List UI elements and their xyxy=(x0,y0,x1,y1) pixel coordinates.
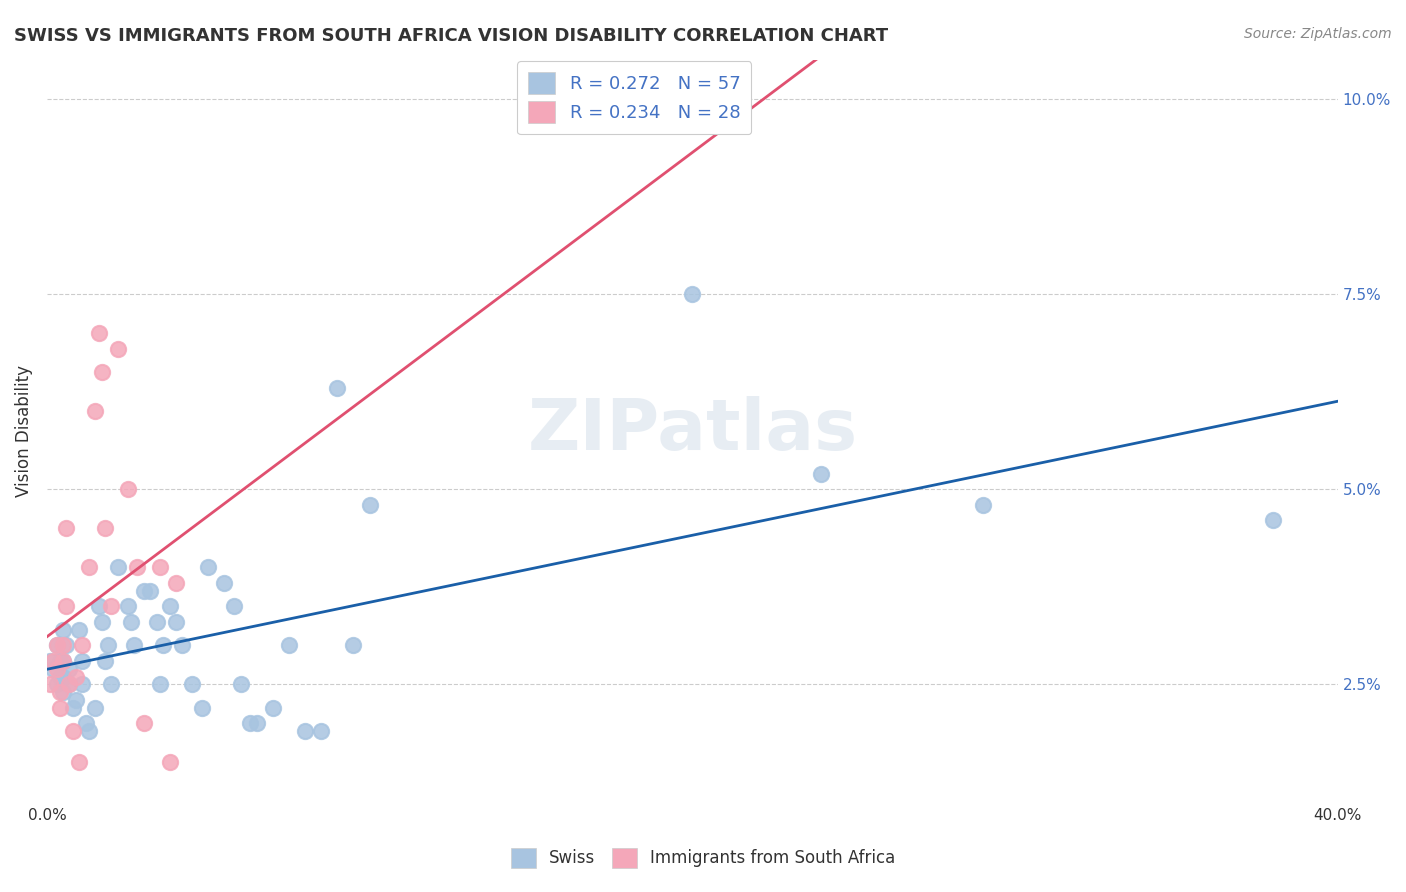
Point xyxy=(239,716,262,731)
Point xyxy=(145,615,167,629)
Point xyxy=(172,638,194,652)
Point xyxy=(45,638,67,652)
Point xyxy=(84,404,107,418)
Point xyxy=(52,623,75,637)
Point xyxy=(152,638,174,652)
Point xyxy=(229,677,252,691)
Y-axis label: Vision Disability: Vision Disability xyxy=(15,365,32,497)
Legend: R = 0.272   N = 57, R = 0.234   N = 28: R = 0.272 N = 57, R = 0.234 N = 28 xyxy=(517,62,751,134)
Legend: Swiss, Immigrants from South Africa: Swiss, Immigrants from South Africa xyxy=(503,841,903,875)
Point xyxy=(262,701,284,715)
Point xyxy=(58,677,80,691)
Point xyxy=(181,677,204,691)
Point xyxy=(165,575,187,590)
Point xyxy=(55,599,77,614)
Point xyxy=(342,638,364,652)
Point xyxy=(52,654,75,668)
Point xyxy=(49,685,72,699)
Point xyxy=(97,638,120,652)
Point xyxy=(52,638,75,652)
Text: ZIPatlas: ZIPatlas xyxy=(527,396,858,465)
Point xyxy=(62,724,84,739)
Point xyxy=(58,677,80,691)
Point xyxy=(39,654,62,668)
Point xyxy=(72,654,94,668)
Point xyxy=(49,654,72,668)
Point xyxy=(45,638,67,652)
Point xyxy=(159,599,181,614)
Point xyxy=(90,615,112,629)
Point xyxy=(122,638,145,652)
Point xyxy=(117,482,139,496)
Point xyxy=(165,615,187,629)
Point xyxy=(100,677,122,691)
Point xyxy=(45,662,67,676)
Point xyxy=(107,560,129,574)
Point xyxy=(52,669,75,683)
Point xyxy=(90,365,112,379)
Point xyxy=(62,701,84,715)
Point xyxy=(294,724,316,739)
Point xyxy=(149,560,172,574)
Point xyxy=(139,583,162,598)
Point xyxy=(65,693,87,707)
Point xyxy=(1263,513,1285,527)
Point xyxy=(52,654,75,668)
Point xyxy=(94,521,117,535)
Point xyxy=(359,498,381,512)
Point xyxy=(191,701,214,715)
Point xyxy=(120,615,142,629)
Point xyxy=(214,575,236,590)
Point xyxy=(72,638,94,652)
Point xyxy=(42,662,65,676)
Point xyxy=(87,326,110,340)
Point xyxy=(87,599,110,614)
Point xyxy=(55,638,77,652)
Point xyxy=(58,662,80,676)
Point xyxy=(107,342,129,356)
Text: SWISS VS IMMIGRANTS FROM SOUTH AFRICA VISION DISABILITY CORRELATION CHART: SWISS VS IMMIGRANTS FROM SOUTH AFRICA VI… xyxy=(14,27,889,45)
Point xyxy=(39,677,62,691)
Point xyxy=(810,467,832,481)
Point xyxy=(75,716,97,731)
Point xyxy=(100,599,122,614)
Point xyxy=(117,599,139,614)
Point xyxy=(309,724,332,739)
Point xyxy=(77,560,100,574)
Point xyxy=(49,669,72,683)
Point xyxy=(94,654,117,668)
Point xyxy=(246,716,269,731)
Point xyxy=(45,677,67,691)
Point xyxy=(42,654,65,668)
Point xyxy=(65,669,87,683)
Point xyxy=(49,701,72,715)
Point xyxy=(149,677,172,691)
Point xyxy=(84,701,107,715)
Point xyxy=(72,677,94,691)
Point xyxy=(159,756,181,770)
Point xyxy=(55,521,77,535)
Point xyxy=(326,381,349,395)
Text: Source: ZipAtlas.com: Source: ZipAtlas.com xyxy=(1244,27,1392,41)
Point xyxy=(277,638,299,652)
Point xyxy=(127,560,149,574)
Point xyxy=(972,498,994,512)
Point xyxy=(681,286,703,301)
Point xyxy=(132,583,155,598)
Point xyxy=(52,685,75,699)
Point xyxy=(222,599,245,614)
Point xyxy=(77,724,100,739)
Point xyxy=(132,716,155,731)
Point xyxy=(197,560,219,574)
Point xyxy=(67,756,90,770)
Point xyxy=(67,623,90,637)
